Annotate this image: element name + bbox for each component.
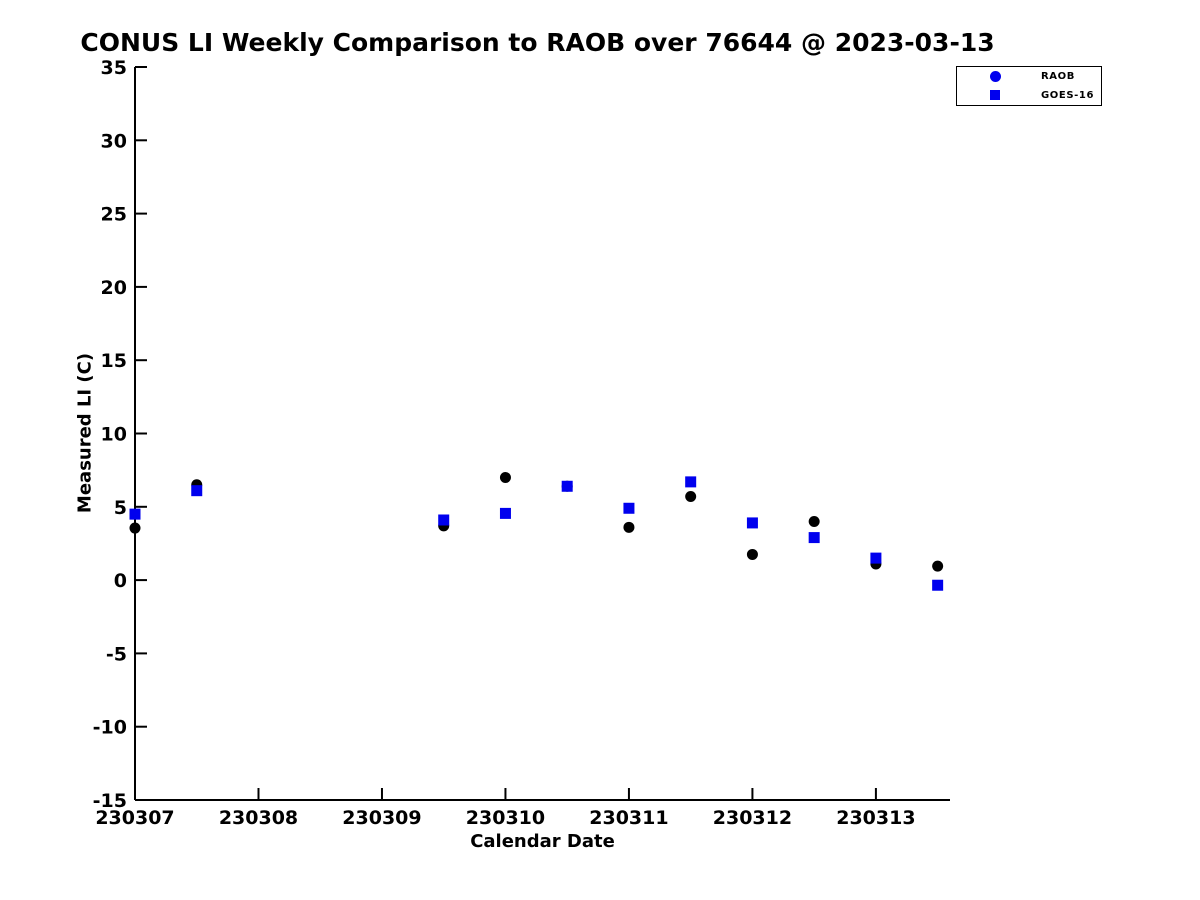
- x-axis-label: Calendar Date: [470, 831, 615, 852]
- x-tick-label: 230311: [589, 807, 668, 829]
- x-tick-label: 230308: [219, 807, 298, 829]
- y-tick-label: 20: [101, 277, 127, 299]
- data-point-goes-16: [623, 502, 635, 514]
- y-tick-label: 30: [101, 130, 127, 152]
- legend-entry-goes16: GOES-16: [957, 86, 1101, 104]
- data-point-raob: [746, 548, 758, 560]
- legend: RAOB GOES-16: [956, 66, 1102, 106]
- x-tick-label: 230310: [466, 807, 545, 829]
- data-point-goes-16: [685, 476, 697, 488]
- data-point-raob: [808, 515, 820, 527]
- y-tick-label: -5: [106, 643, 127, 665]
- data-point-raob: [685, 491, 697, 503]
- y-tick-label: 25: [101, 204, 127, 226]
- data-point-raob: [499, 471, 511, 483]
- data-point-goes-16: [808, 532, 820, 544]
- data-point-goes-16: [499, 507, 511, 519]
- y-tick-label: 35: [101, 57, 127, 79]
- data-point-goes-16: [438, 514, 450, 526]
- y-tick-label: -10: [93, 717, 127, 739]
- data-point-goes-16: [932, 579, 944, 591]
- x-tick-label: 230309: [342, 807, 421, 829]
- data-point-raob: [129, 522, 141, 534]
- y-tick-label: 0: [114, 570, 127, 592]
- data-point-raob: [932, 560, 944, 572]
- x-tick-label: 230313: [836, 807, 915, 829]
- x-tick-label: 230312: [713, 807, 792, 829]
- data-point-goes-16: [561, 480, 573, 492]
- legend-label: GOES-16: [1041, 89, 1095, 101]
- data-point-goes-16: [746, 517, 758, 529]
- y-tick-label: -15: [93, 790, 127, 812]
- legend-entry-raob: RAOB: [957, 68, 1101, 86]
- x-tick-label: 230307: [95, 807, 174, 829]
- y-tick-label: 15: [101, 350, 127, 372]
- data-point-raob: [623, 521, 635, 533]
- data-point-goes-16: [870, 552, 882, 564]
- raob-circle-icon: [989, 71, 1001, 83]
- legend-label: RAOB: [1041, 71, 1075, 83]
- y-tick-label: 10: [101, 424, 127, 446]
- goes16-square-icon: [990, 90, 1000, 101]
- chart-title: CONUS LI Weekly Comparison to RAOB over …: [80, 28, 995, 57]
- data-point-goes-16: [129, 508, 141, 520]
- y-tick-label: 5: [114, 497, 127, 519]
- data-point-goes-16: [191, 485, 203, 497]
